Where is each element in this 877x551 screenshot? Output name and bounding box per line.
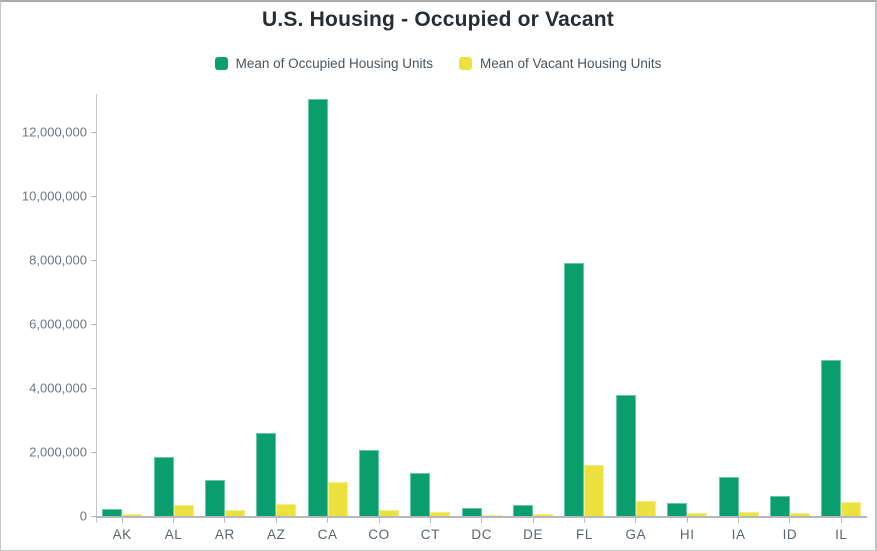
bar-occupied-id[interactable]	[769, 496, 790, 516]
bar-occupied-ga[interactable]	[615, 395, 636, 516]
x-axis-tick	[429, 518, 431, 523]
y-axis-tick	[91, 323, 96, 325]
x-axis-tick	[224, 518, 226, 523]
y-axis-tick	[91, 259, 96, 261]
x-axis-tick-label-id: ID	[782, 527, 798, 542]
x-axis-tick	[173, 518, 175, 523]
x-axis-line	[95, 516, 867, 518]
y-axis-tick	[91, 131, 96, 133]
bar-vacant-ar[interactable]	[224, 510, 245, 516]
x-axis-tick-label-fl: FL	[575, 527, 593, 542]
x-axis-tick	[789, 518, 791, 523]
bar-occupied-il[interactable]	[821, 360, 842, 516]
bar-occupied-hi[interactable]	[667, 503, 688, 516]
y-axis-tick	[91, 195, 96, 197]
x-axis-tick-label-al: AL	[164, 527, 183, 542]
bar-vacant-ak[interactable]	[122, 514, 143, 516]
legend-label-occupied: Mean of Occupied Housing Units	[235, 56, 433, 71]
x-axis-tick	[840, 518, 842, 523]
x-axis-tick-label-dc: DC	[471, 527, 493, 542]
bar-vacant-ia[interactable]	[738, 512, 759, 516]
legend-item-occupied[interactable]: Mean of Occupied Housing Units	[214, 56, 433, 71]
bar-occupied-ia[interactable]	[718, 477, 739, 516]
legend-label-vacant: Mean of Vacant Housing Units	[480, 56, 662, 71]
x-axis-tick	[686, 518, 688, 523]
x-axis-tick	[327, 518, 329, 523]
y-axis-tick-label: 6,000,000	[29, 316, 87, 332]
chart-legend: Mean of Occupied Housing Units Mean of V…	[1, 56, 875, 71]
x-axis-tick-label-ar: AR	[214, 527, 235, 542]
y-axis-tick	[91, 387, 96, 389]
x-axis-tick	[532, 518, 534, 523]
x-axis-tick-label-hi: HI	[679, 527, 695, 542]
bar-vacant-al[interactable]	[173, 505, 194, 516]
bar-vacant-ca[interactable]	[327, 482, 348, 516]
x-axis-tick	[635, 518, 637, 523]
x-axis-tick-label-il: IL	[835, 527, 848, 542]
x-axis-tick-label-de: DE	[523, 527, 544, 542]
x-axis-tick	[738, 518, 740, 523]
y-axis-tick-label: 2,000,000	[29, 444, 87, 460]
y-axis-tick-label: 12,000,000	[21, 124, 87, 140]
bar-occupied-ct[interactable]	[410, 473, 431, 516]
legend-swatch-vacant-icon	[459, 57, 472, 70]
bar-vacant-hi[interactable]	[687, 513, 708, 516]
bar-occupied-az[interactable]	[256, 433, 277, 516]
x-axis-tick-label-ia: IA	[731, 527, 746, 542]
y-axis-tick-label: 0	[79, 508, 87, 524]
x-axis-tick-label-ak: AK	[112, 527, 132, 542]
bar-vacant-co[interactable]	[379, 510, 400, 516]
bar-vacant-az[interactable]	[276, 504, 297, 516]
x-axis-tick-label-ca: CA	[317, 527, 338, 542]
y-axis-tick	[91, 451, 96, 453]
bar-vacant-de[interactable]	[533, 514, 554, 516]
bar-occupied-dc[interactable]	[461, 508, 482, 516]
x-axis-tick	[481, 518, 483, 523]
x-axis-tick-label-ct: CT	[420, 527, 440, 542]
x-axis-tick-label-co: CO	[368, 527, 390, 542]
bar-vacant-fl[interactable]	[584, 465, 605, 516]
bar-occupied-co[interactable]	[359, 450, 380, 516]
bar-vacant-ga[interactable]	[635, 501, 656, 516]
bar-occupied-ar[interactable]	[204, 480, 225, 516]
x-axis-tick	[583, 518, 585, 523]
bar-occupied-ca[interactable]	[307, 99, 328, 516]
x-axis-tick	[121, 518, 123, 523]
bar-vacant-id[interactable]	[789, 513, 810, 516]
bar-occupied-fl[interactable]	[564, 263, 585, 516]
chart-title: U.S. Housing - Occupied or Vacant	[262, 8, 614, 31]
bar-occupied-de[interactable]	[513, 505, 534, 516]
bar-vacant-dc[interactable]	[481, 515, 502, 516]
legend-item-vacant[interactable]: Mean of Vacant Housing Units	[459, 56, 661, 71]
x-axis-tick	[378, 518, 380, 523]
x-axis-tick-label-az: AZ	[267, 527, 286, 542]
y-axis-tick-label: 4,000,000	[29, 380, 87, 396]
y-axis-tick-label: 8,000,000	[29, 252, 87, 268]
bar-occupied-al[interactable]	[153, 457, 174, 516]
bar-occupied-ak[interactable]	[102, 509, 123, 516]
bar-vacant-ct[interactable]	[430, 512, 451, 516]
y-axis-tick	[91, 515, 96, 517]
x-axis-tick	[275, 518, 277, 523]
bar-vacant-il[interactable]	[841, 502, 862, 516]
legend-swatch-occupied-icon	[214, 57, 228, 70]
x-axis-tick-label-ga: GA	[625, 527, 647, 542]
y-axis-tick-label: 10,000,000	[21, 188, 87, 204]
y-axis-line	[96, 94, 97, 523]
